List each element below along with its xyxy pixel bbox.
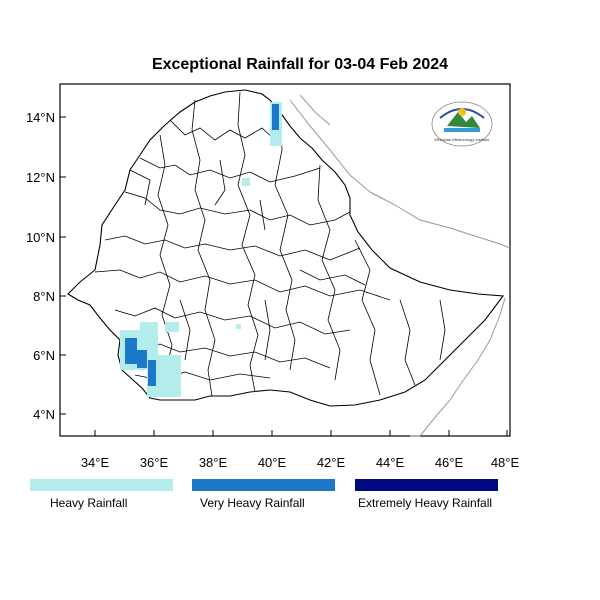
lon-tick-48e: 48°E: [491, 455, 520, 470]
lon-tick-42e: 42°E: [317, 455, 346, 470]
lon-tick-40e: 40°E: [258, 455, 287, 470]
lon-tick-44e: 44°E: [376, 455, 405, 470]
lon-tick-34e: 34°E: [81, 455, 110, 470]
map-frame: [59, 83, 511, 437]
meteorology-institute-logo: Ethiopian Meteorology Institute: [431, 101, 493, 147]
lon-tick-36e: 36°E: [140, 455, 169, 470]
heavy-rainfall-cell: [236, 324, 241, 329]
heavy-rainfall-cell: [165, 322, 179, 332]
legend-label-extreme: Extremely Heavy Rainfall: [358, 496, 493, 510]
lon-tick-38e: 38°E: [199, 455, 228, 470]
lat-tick-10n: 10°N: [26, 230, 55, 245]
very-heavy-rainfall-cell: [125, 338, 137, 364]
lat-tick-14n: 14°N: [26, 110, 55, 125]
lat-tick-4n: 4°N: [33, 407, 55, 422]
very-heavy-rainfall-cell: [148, 360, 156, 386]
very-heavy-rainfall-cell: [137, 350, 147, 368]
neighbor-borders: [289, 94, 511, 437]
very-heavy-rainfall-cell: [272, 104, 279, 130]
heavy-rainfall-cell: [242, 178, 250, 186]
legend-swatch-heavy: [30, 479, 173, 491]
lat-tick-6n: 6°N: [33, 348, 55, 363]
heavy-rainfall-cell: [140, 322, 158, 336]
logo-caption: Ethiopian Meteorology Institute: [435, 137, 491, 142]
lat-tick-8n: 8°N: [33, 289, 55, 304]
rainfall-cells: [120, 102, 282, 397]
legend-swatch-very-heavy: [192, 479, 335, 491]
lon-tick-46e: 46°E: [435, 455, 464, 470]
legend-label-very-heavy: Very Heavy Rainfall: [200, 496, 305, 510]
legend-label-heavy: Heavy Rainfall: [50, 496, 128, 510]
legend-swatch-extreme: [355, 479, 498, 491]
lat-tick-12n: 12°N: [26, 170, 55, 185]
map-title: Exceptional Rainfall for 03-04 Feb 2024: [151, 56, 449, 73]
axis-ticks: [60, 116, 508, 436]
